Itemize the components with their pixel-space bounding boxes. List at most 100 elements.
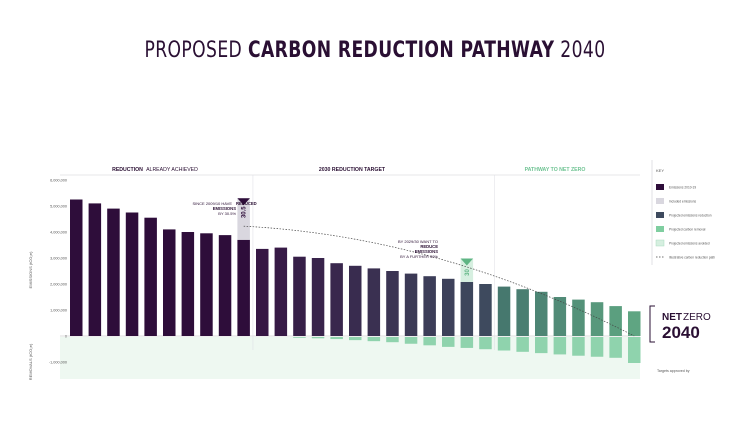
removal-bar <box>442 337 455 347</box>
emission-bar <box>349 265 362 336</box>
key-label: Projected emissions reduction <box>669 214 712 218</box>
emission-bar <box>442 278 455 336</box>
title-prefix: PROPOSED <box>144 38 243 63</box>
badge-target-label: 30 <box>465 269 471 276</box>
y-tick-label: 2,000,000 <box>50 282 67 286</box>
removals-band <box>60 337 640 379</box>
section-achieved: REDUCTION ALREADY ACHIEVED <box>112 167 198 173</box>
emission-bar <box>311 258 325 336</box>
reduction-target-block <box>460 258 474 282</box>
annotation-1-line3: BY 30.5% <box>218 211 236 216</box>
badge-net: NET <box>662 312 682 323</box>
emission-bar <box>88 203 102 336</box>
badge-target-arrow <box>460 258 474 266</box>
removal-bar <box>423 337 436 346</box>
emission-bar <box>107 208 120 336</box>
chart-key: KEY Emissions 2010-19 Included emissions P… <box>651 160 715 265</box>
badge-zero: ZERO <box>683 312 711 323</box>
emission-bar <box>516 289 529 336</box>
annotation-2030: BY 2029/30 WANT TO REDUCE EMISSIONS BY A… <box>398 239 438 259</box>
key-swatch <box>655 239 665 247</box>
badge-achieved-arrow <box>237 198 250 206</box>
emission-bar <box>200 233 213 336</box>
annotation-1-line1: SINCE 2009/10 HAVE <box>192 201 232 206</box>
emission-bar <box>237 239 250 336</box>
badge-year: 2040 <box>662 323 700 342</box>
key-label: Included emissions <box>669 200 697 204</box>
y-tick-label: 1,000,000 <box>50 308 67 312</box>
key-swatch <box>656 184 664 190</box>
key-swatch <box>656 212 664 218</box>
emission-bar <box>293 256 306 336</box>
key-label: Emissions 2010-19 <box>669 186 696 190</box>
emission-bar <box>274 247 288 336</box>
y-tick-label: 6,000,000 <box>50 178 67 182</box>
annotation-2-line2: EMISSIONS <box>415 249 438 254</box>
y-tick-label: 3,000,000 <box>50 256 67 260</box>
removal-bar <box>497 337 511 351</box>
emission-bar <box>404 273 418 336</box>
annotation-2-bold: REDUCE <box>420 244 438 249</box>
removal-bar <box>293 337 306 338</box>
removal-bar <box>572 337 585 356</box>
key-label: Projected carbon removal <box>669 228 706 232</box>
y-axis-emissions-label: EMISSIONS (tCO₂e) <box>28 251 33 289</box>
annotation-achieved: SINCE 2009/10 HAVE REDUCED EMISSIONS BY … <box>192 201 256 216</box>
removal-bar <box>349 337 362 341</box>
emission-bar <box>423 276 436 336</box>
annotation-1-line2: EMISSIONS <box>213 206 236 211</box>
removal-bar <box>609 337 622 358</box>
removal-bar <box>330 337 343 340</box>
footnote: Targets approved by <box>657 369 690 373</box>
title-bold: CARBON REDUCTION PATHWAY <box>248 38 555 63</box>
section-2030: 2030 REDUCTION TARGET <box>319 167 386 173</box>
emission-bar <box>497 286 511 336</box>
annotation-2-line1: BY 2029/30 WANT TO <box>398 239 438 244</box>
emission-bar <box>572 299 585 336</box>
emission-bar <box>330 263 343 336</box>
annotation-1-bold: REDUCED <box>236 201 257 206</box>
emission-bar <box>256 248 269 336</box>
emission-bar <box>181 232 195 336</box>
removal-bar <box>479 337 492 350</box>
reduction-achieved-block <box>237 198 250 240</box>
emission-bar <box>163 229 176 336</box>
removal-bar <box>628 337 641 363</box>
emission-bar <box>479 284 492 336</box>
emission-bar <box>386 271 399 336</box>
removal-bar <box>386 337 399 343</box>
removal-bar <box>367 337 381 342</box>
key-label: Illustrative carbon reduction path <box>669 256 715 260</box>
removal-bar <box>516 337 529 352</box>
emission-bar <box>144 217 157 336</box>
emission-bar <box>70 199 83 336</box>
removal-bar <box>460 337 474 348</box>
emission-bar <box>609 306 622 336</box>
net-zero-badge: NET ZERO 2040 Targets approved by <box>649 305 711 373</box>
removal-bar <box>553 337 567 355</box>
removal-bar <box>535 337 548 354</box>
key-title: KEY <box>656 168 664 173</box>
removal-bar <box>590 337 604 357</box>
section-net-zero: PATHWAY TO NET ZERO <box>525 167 586 173</box>
emission-bar <box>367 268 381 336</box>
emission-bar <box>125 212 139 336</box>
y-tick-label: 5,000,000 <box>50 204 67 208</box>
removal-bar <box>404 337 418 344</box>
emission-bar <box>535 291 548 336</box>
emission-bar <box>460 281 474 336</box>
y-axis-removals-label: REMOVALS (tCO₂e) <box>28 343 33 380</box>
emission-bar <box>553 297 567 336</box>
illustrative-path <box>243 225 635 337</box>
section-achieved-rest: ALREADY ACHIEVED <box>146 167 198 173</box>
section-achieved-bold: REDUCTION <box>112 167 143 173</box>
key-label: Projected emissions avoided <box>669 242 710 246</box>
emission-bar <box>218 235 232 336</box>
chart-title: PROPOSED CARBON REDUCTION PATHWAY 2040 <box>83 38 668 63</box>
annotation-2-line3: BY A FURTHER 30% <box>400 254 438 259</box>
key-swatch <box>656 226 664 232</box>
y-tick-label: -1,000,000 <box>49 360 67 364</box>
y-tick-label: 0 <box>65 334 67 338</box>
badge-achieved-label: 30.5 <box>242 206 248 218</box>
